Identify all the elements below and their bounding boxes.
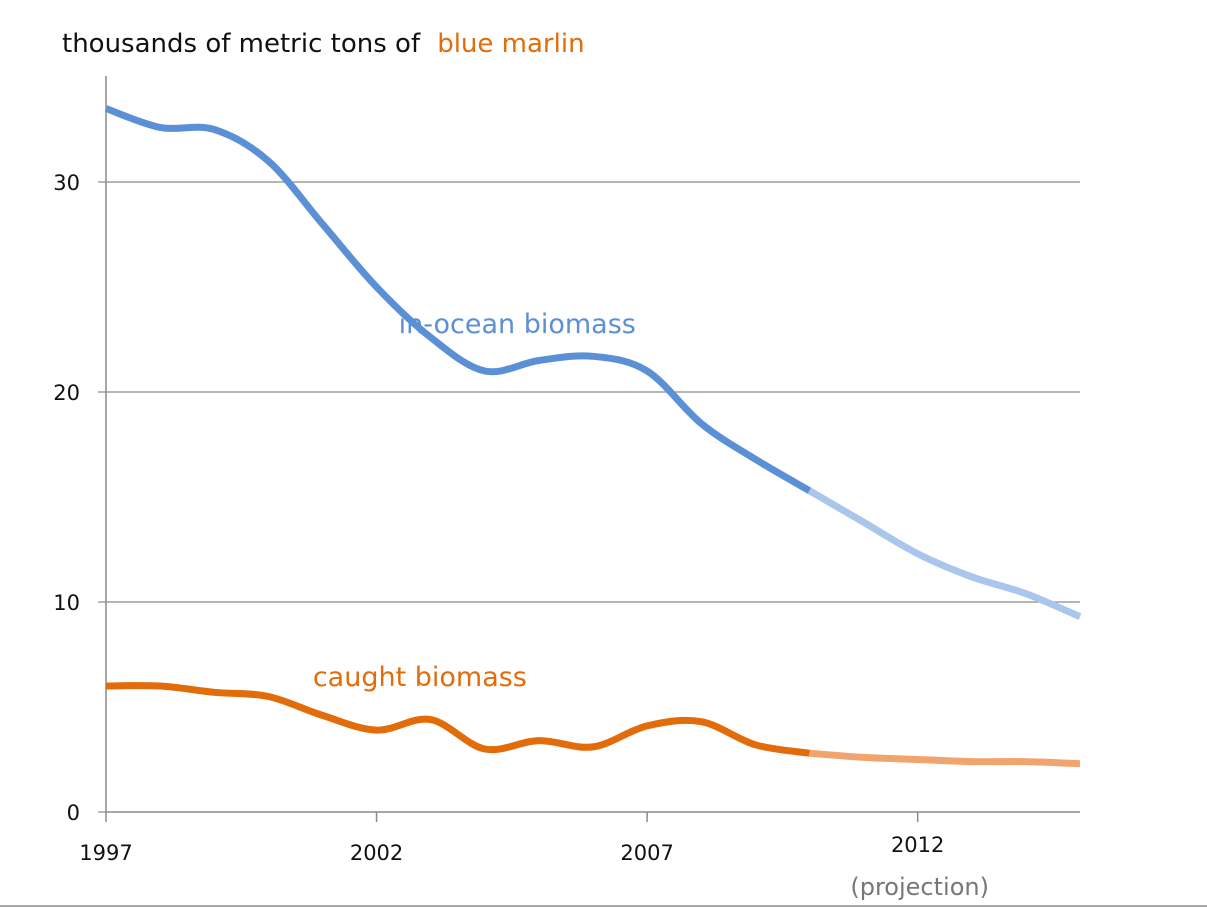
axes [98,76,1080,822]
x-tick-label-2012: 2012 [891,833,944,857]
y-tick-label-10: 10 [53,591,80,615]
projection-note: (projection) [850,873,989,901]
x-tick-label-2007: 2007 [620,841,673,865]
y-tick-label-0: 0 [67,801,80,825]
x-tick-label-1997: 1997 [79,841,132,865]
series-lines [104,105,1082,768]
gridlines [106,181,1080,603]
caught-biomass-projection-line [809,749,1081,768]
chart-title-highlight: blue marlin [437,29,584,59]
in-ocean-biomass-projection-line [807,487,1082,620]
chart-title: thousands of metric tons of blue marlin [62,29,585,59]
chart-title-prefix: thousands of metric tons of [62,29,421,59]
in-ocean-biomass-line [104,105,812,494]
caught-biomass-label: caught biomass [313,662,527,693]
y-tick-label-30: 30 [53,171,80,195]
y-tick-label-20: 20 [53,381,80,405]
labels: 0 10 20 30 1997 2002 2007 2012 in-ocean biomass c… [53,171,944,865]
caught-biomass-line [105,682,810,757]
in-ocean-biomass-label: in-ocean biomass [399,309,636,340]
x-tick-label-2002: 2002 [350,841,403,865]
